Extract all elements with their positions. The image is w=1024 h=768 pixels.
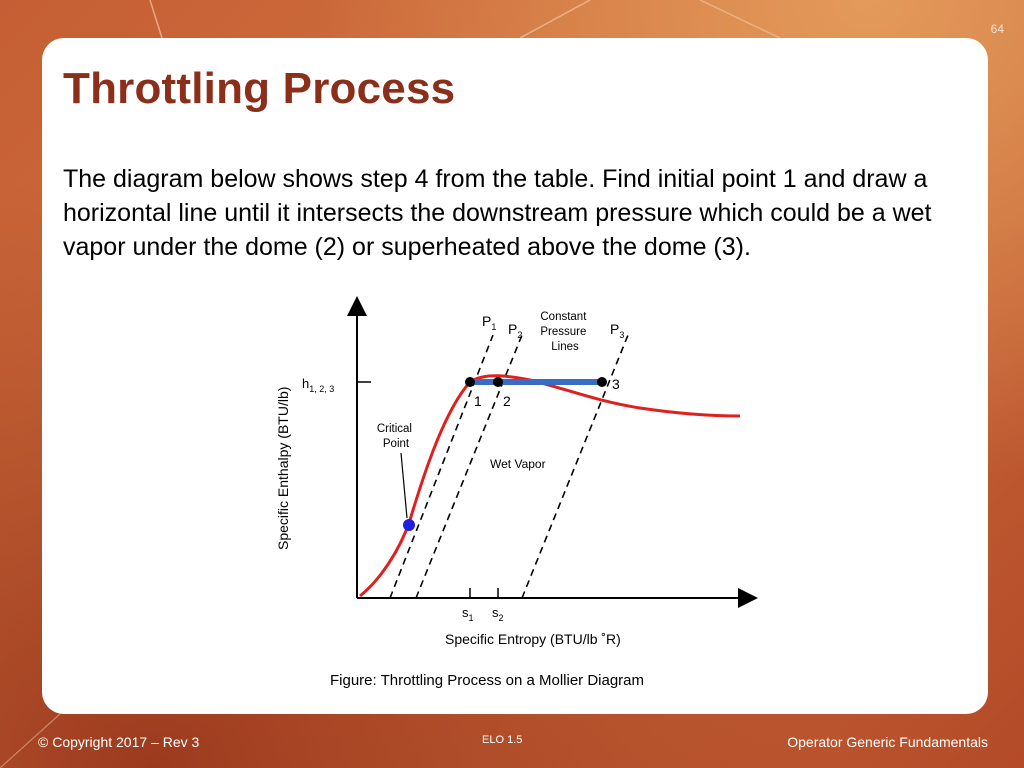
wet-vapor-label: Wet Vapor [490, 457, 546, 471]
point-1-marker [465, 377, 475, 387]
constant-pressure-label: Constant Pressure Lines [540, 311, 589, 353]
pressure-label-p1: P1 [482, 313, 496, 332]
pressure-line-p1 [389, 334, 494, 599]
critical-point-pointer [400, 452, 408, 519]
footer-course-title: Operator Generic Fundamentals [787, 734, 988, 750]
pressure-label-p3: P3 [610, 321, 624, 340]
point-3-label: 3 [612, 376, 620, 392]
mollier-diagram: Specific Enthalpy (BTU/lb) h1, 2, 3 P1 P… [275, 296, 758, 647]
s1-label: s1 [462, 605, 474, 623]
footer-copyright: © Copyright 2017 – Rev 3 [38, 734, 200, 750]
point-2-marker [493, 377, 503, 387]
footer-elo: ELO 1.5 [482, 734, 523, 746]
critical-point-label: Critical Point [377, 423, 415, 450]
figure-caption: Figure: Throttling Process on a Mollier … [330, 672, 645, 689]
critical-point-marker [403, 519, 415, 531]
point-2-label: 2 [503, 393, 511, 409]
point-1-label: 1 [474, 393, 482, 409]
saturation-curve [359, 374, 741, 598]
slide-body-text: The diagram below shows step 4 from the … [63, 165, 932, 261]
y-axis-label: Specific Enthalpy (BTU/lb) [275, 387, 291, 550]
h-label: h1, 2, 3 [302, 376, 334, 394]
pressure-label-p2: P2 [508, 321, 522, 340]
point-3-marker [597, 377, 607, 387]
x-axis-label: Specific Entropy (BTU/lb ˚R) [445, 631, 621, 647]
slide-number: 64 [990, 22, 1004, 36]
s2-label: s2 [492, 605, 504, 623]
slide-title: Throttling Process [63, 64, 456, 113]
